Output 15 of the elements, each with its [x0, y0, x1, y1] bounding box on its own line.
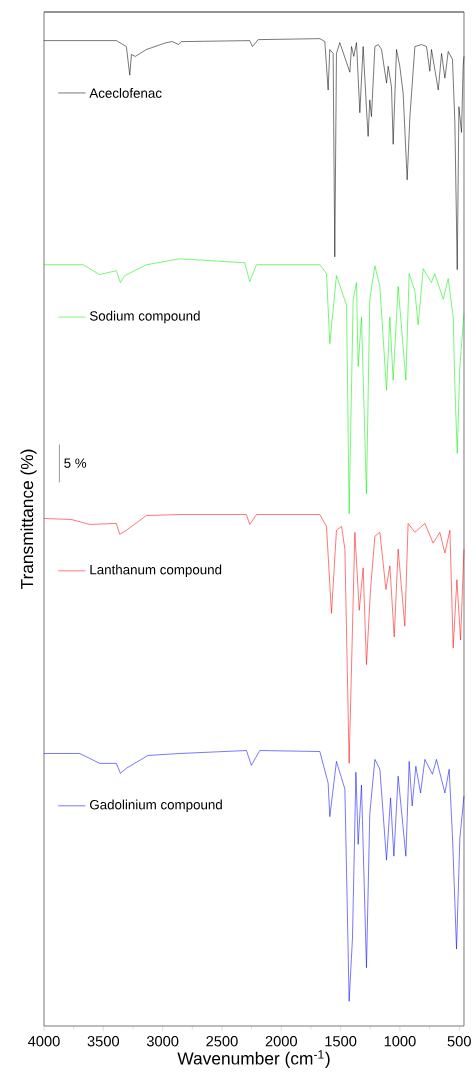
- x-tick-label: 3500: [87, 1036, 120, 1047]
- legend-label: Gadolinium compound: [90, 799, 222, 813]
- legend-label: Sodium compound: [89, 310, 200, 324]
- y-axis-title: Transmittance (%): [20, 449, 37, 590]
- x-tick-label: 500: [447, 1036, 471, 1047]
- x-tick-label: 1000: [384, 1036, 416, 1047]
- x-tick-label: 3000: [146, 1036, 179, 1047]
- annotation: 5 %: [64, 458, 87, 468]
- x-tick-label: 1500: [325, 1036, 357, 1047]
- x-axis-title: Wavenumber (cm$^{-1}$): [177, 1050, 330, 1068]
- x-tick-label: 2000: [265, 1036, 298, 1047]
- x-tick-label: 4000: [28, 1036, 60, 1047]
- legend-label: Lanthanum compound: [90, 564, 222, 578]
- x-tick-label: 2500: [206, 1036, 238, 1047]
- legend-label: Aceclofenac: [89, 88, 162, 98]
